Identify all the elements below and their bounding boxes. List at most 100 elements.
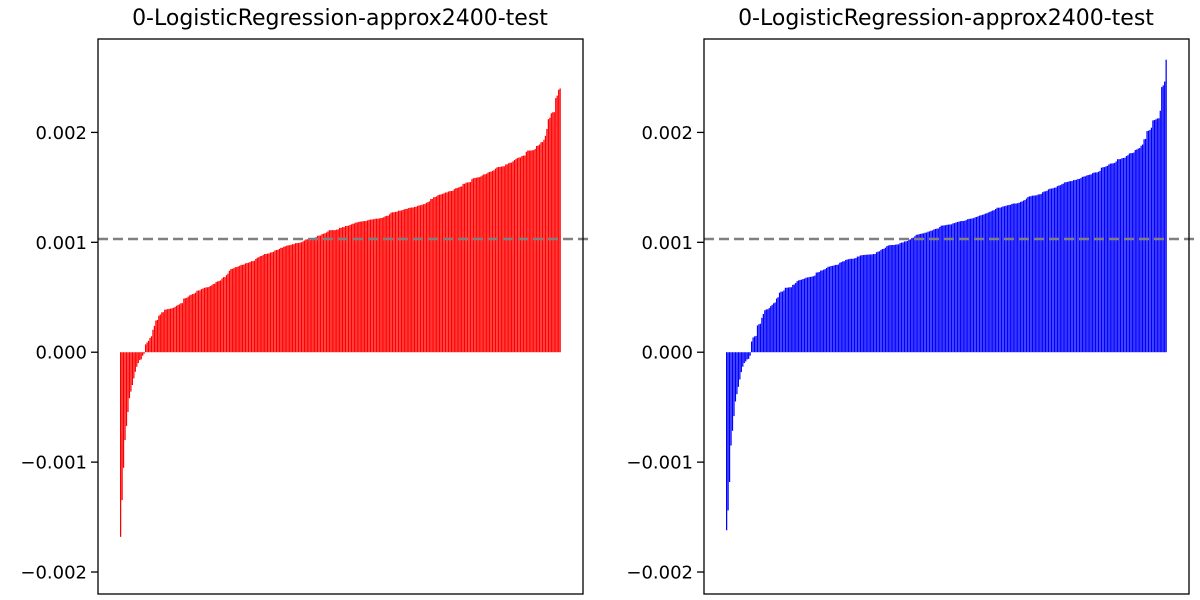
bar-left [465,182,467,353]
bar-left [225,275,228,353]
bar-right [864,254,866,353]
bar-right [726,352,728,531]
bar-right [1071,181,1073,353]
bar-left [461,186,463,353]
bar-left [527,150,529,353]
bar-left [208,287,210,353]
bar-right [992,210,994,353]
bar-right [1089,174,1091,353]
bar-left [459,186,461,353]
bar-right [996,207,998,353]
bar-right [862,255,864,353]
bar-right [1068,181,1070,353]
bar-left [409,207,411,353]
bar-right [884,247,887,353]
bar-left [203,287,206,353]
bar-right [753,336,756,353]
bar-left [402,209,404,353]
bar-right [1050,188,1053,353]
bar-right [1124,157,1126,353]
bar-right [1119,159,1122,353]
bar-right [958,221,960,353]
bar-left [344,225,347,353]
bar-right [781,291,784,353]
bar-left [261,255,263,353]
bar-right [937,228,939,353]
bar-right [817,272,819,353]
bar-right [820,270,822,353]
bar-left [350,224,353,353]
bar-left [364,221,366,353]
bar-left [142,352,144,356]
bar-left [456,188,458,353]
y-tick-label: 0.001 [641,233,693,254]
bar-left [472,178,475,353]
bar-left [406,208,408,353]
bar-right [792,284,794,353]
bar-left [474,177,476,353]
bar-right [1100,167,1103,353]
bar-left [490,171,492,353]
bar-right [806,277,809,353]
bar-left [534,148,536,353]
bar-left [308,239,310,353]
bar-right [800,279,803,353]
bar-right [731,352,734,431]
bar-left [389,214,391,353]
bar-left [190,294,192,353]
bar-left [450,191,452,353]
bar-right [956,221,959,353]
bar-left [133,352,135,379]
bar-right [931,230,934,353]
bar-left [209,285,211,353]
bar-right [796,281,798,353]
bar-right [823,269,825,353]
bar-right [1074,179,1076,353]
bar-left [156,319,158,353]
bar-right [1002,206,1004,353]
bar-right [922,233,925,353]
bar-right [867,254,869,353]
bar-left [330,230,332,353]
bar-right [928,231,931,353]
bar-left [162,312,164,353]
bar-left [365,220,367,353]
bar-right [855,257,857,353]
bar-right [765,309,767,353]
bar-left [131,352,134,386]
bar-right [950,224,953,353]
bar-left [458,187,460,353]
bar-left [314,237,316,353]
bar-right [839,262,841,353]
bar-left [297,242,300,353]
bar-left [265,253,267,353]
bar-left [259,256,261,353]
bar-right [778,292,781,353]
bar-right [1030,196,1032,353]
bar-right [1024,199,1026,353]
bar-right [793,284,795,353]
bar-left [177,305,179,353]
bar-left [453,189,455,353]
bar-left [122,352,125,468]
bar-left [475,177,477,353]
bar-right [914,236,916,353]
bar-right [917,234,919,353]
bar-right [1077,178,1079,353]
y-tick-label: −0.002 [20,563,87,584]
bar-left [466,182,469,353]
bar-left [281,247,283,353]
bar-left [408,208,410,353]
bar-right [1009,204,1011,353]
bar-left [125,352,128,427]
bar-right [877,251,879,353]
bar-left [541,142,544,353]
bar-right [1012,203,1014,353]
bar-left [192,294,194,353]
bar-left [319,235,322,353]
bar-right [868,254,870,353]
bar-left [438,194,441,353]
bar-left [271,252,273,353]
bar-right [768,308,770,353]
